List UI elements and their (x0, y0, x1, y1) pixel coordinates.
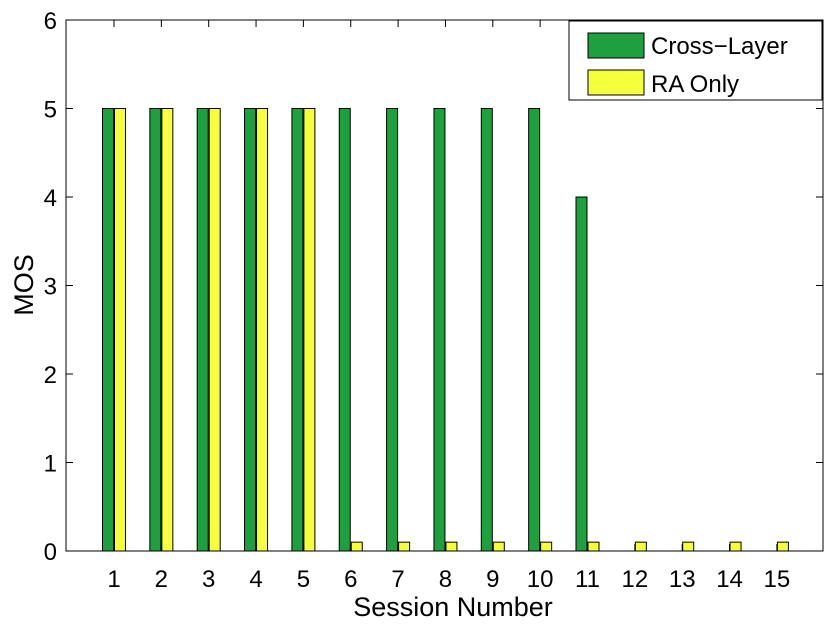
bar-cross-layer-session-5 (291, 108, 304, 552)
y-tick-labels: 0 1 2 3 4 5 6 (44, 8, 57, 566)
bar-ra-only-session-4 (256, 108, 269, 552)
bar-cross-layer-session-6 (338, 108, 351, 552)
bar-cross-layer-session-11 (575, 196, 588, 552)
bar-ra-only-session-6 (350, 541, 363, 552)
x-tick-label: 11 (575, 566, 600, 593)
y-tick-label: 3 (44, 274, 57, 301)
legend-label-ra-only: RA Only (651, 71, 739, 98)
x-tick-label: 13 (669, 566, 696, 593)
x-tick-label: 5 (297, 566, 310, 593)
bar-ra-only-session-5 (303, 108, 316, 552)
legend-label-cross-layer: Cross−Layer (651, 33, 788, 60)
bar-ra-only-session-7 (398, 541, 411, 552)
bar-ra-only-session-10 (540, 541, 553, 552)
bar-cross-layer-session-7 (386, 108, 399, 552)
x-tick-label: 6 (344, 566, 357, 593)
bar-cross-layer-session-10 (528, 108, 541, 552)
x-axis-title: Session Number (353, 592, 553, 622)
x-tick-label: 8 (439, 566, 452, 593)
bar-cross-layer-session-2 (149, 108, 162, 552)
bar-cross-layer-session-9 (480, 108, 493, 552)
bar-ra-only-session-13 (682, 541, 695, 552)
x-tick-label: 12 (621, 566, 648, 593)
x-tick-label: 10 (527, 566, 554, 593)
bar-ra-only-session-12 (634, 541, 647, 552)
x-tick-label: 4 (249, 566, 262, 593)
y-tick-label: 4 (44, 185, 57, 212)
bars-group (102, 108, 789, 552)
y-tick-label: 2 (44, 362, 57, 389)
x-tick-label: 9 (486, 566, 499, 593)
y-tick-label: 0 (44, 539, 57, 566)
bar-ra-only-session-15 (776, 541, 789, 552)
bar-cross-layer-session-4 (244, 108, 257, 552)
x-tick-labels: 1 2 3 4 5 6 7 8 9 10 11 12 13 14 15 (107, 566, 790, 593)
bar-ra-only-session-3 (208, 108, 221, 552)
legend-swatch-cross-layer (587, 32, 645, 59)
x-tick-label: 14 (716, 566, 743, 593)
legend-swatch-ra-only (587, 69, 645, 96)
legend: Cross−Layer RA Only (568, 20, 823, 101)
x-tick-label: 7 (391, 566, 404, 593)
bar-cross-layer-session-8 (433, 108, 446, 552)
x-tick-label: 3 (202, 566, 215, 593)
bar-ra-only-session-1 (114, 108, 126, 552)
x-tick-label: 1 (107, 566, 120, 593)
bar-ra-only-session-2 (161, 108, 174, 552)
bar-cross-layer-session-1 (102, 108, 114, 552)
y-tick-label: 5 (44, 97, 57, 124)
bar-cross-layer-session-3 (196, 108, 209, 552)
bar-ra-only-session-9 (492, 541, 505, 552)
y-tick-label: 1 (44, 451, 57, 478)
y-axis-title: MOS (9, 254, 39, 316)
x-tick-label: 15 (764, 566, 791, 593)
x-tick-label: 2 (155, 566, 168, 593)
bar-ra-only-session-11 (587, 541, 600, 552)
y-tick-label: 6 (44, 8, 57, 35)
bar-ra-only-session-14 (729, 541, 742, 552)
bar-ra-only-session-8 (445, 541, 458, 552)
